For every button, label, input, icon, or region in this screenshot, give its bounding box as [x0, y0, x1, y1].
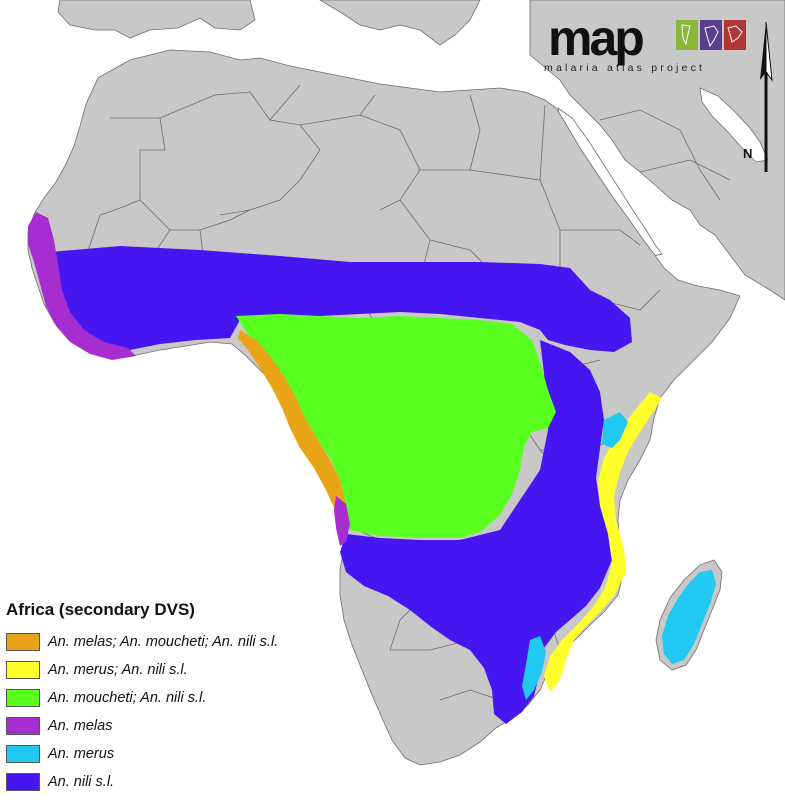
range-an-merus-madagascar	[662, 570, 716, 664]
legend-item: An. merus	[6, 742, 114, 766]
range-an-melas-angola	[334, 496, 350, 546]
legend-label: An. nili s.l.	[48, 774, 115, 790]
arabia-border	[599, 109, 731, 201]
legend-swatch	[6, 633, 40, 651]
range-an-melas	[28, 212, 136, 360]
legend-label: An. melas; An. moucheti; An. nili s.l.	[48, 634, 279, 650]
italy-greece-landmass	[319, 0, 481, 46]
range-an-melas-moucheti-nili	[238, 330, 350, 532]
logo-continent-tiles-icon	[676, 20, 746, 50]
persian-gulf	[699, 87, 769, 163]
range-an-moucheti-nili	[236, 314, 556, 538]
range-an-merus-coast	[602, 412, 628, 448]
logo-subtitle: malaria atlas project	[544, 62, 706, 74]
legend-label: An. moucheti; An. nili s.l.	[48, 690, 207, 706]
species-distribution	[28, 212, 716, 724]
map-logo: map malaria atlas project	[542, 10, 747, 78]
legend-item: An. nili s.l.	[6, 770, 114, 794]
legend-item: An. moucheti; An. nili s.l.	[6, 686, 206, 710]
range-an-merus-mozambique	[522, 636, 546, 700]
range-an-nili-north	[50, 246, 632, 352]
legend-label: An. melas	[48, 718, 113, 734]
logo-wordmark: map	[548, 10, 645, 66]
europe-landmass	[57, 0, 256, 39]
legend-item: An. melas	[6, 714, 112, 738]
legend-title: Africa (secondary DVS)	[6, 600, 195, 619]
north-arrow-icon	[760, 21, 773, 172]
legend-swatch	[6, 773, 40, 791]
range-an-nili-south	[340, 340, 612, 724]
legend-label: An. merus; An. nili s.l.	[48, 662, 188, 678]
legend-swatch	[6, 661, 40, 679]
legend-swatch	[6, 689, 40, 707]
middle-east-landmass	[529, 0, 785, 301]
legend-swatch	[6, 717, 40, 735]
north-label: N	[743, 146, 753, 161]
legend-item: An. merus; An. nili s.l.	[6, 658, 188, 682]
range-an-merus-nili	[544, 392, 662, 692]
legend-swatch	[6, 745, 40, 763]
legend-label: An. merus	[48, 746, 115, 762]
legend: Africa (secondary DVS) An. melas; An. mo…	[6, 600, 346, 800]
legend-item: An. melas; An. moucheti; An. nili s.l.	[6, 630, 278, 654]
